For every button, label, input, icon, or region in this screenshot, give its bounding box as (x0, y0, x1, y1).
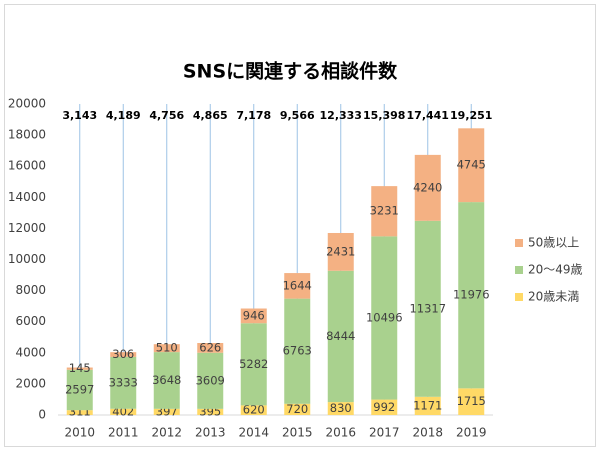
legend-label: 20歳未満 (528, 290, 579, 304)
data-label: 830 (330, 401, 352, 415)
data-label: 145 (69, 361, 91, 375)
legend-swatch (515, 239, 523, 247)
x-tick-label: 2010 (64, 426, 95, 440)
data-label: 510 (156, 341, 178, 355)
data-label: 1171 (413, 398, 442, 412)
bar-segment (66, 369, 93, 411)
bar-segment (414, 154, 441, 221)
x-tick-label: 2012 (151, 426, 182, 440)
data-label: 2597 (65, 382, 94, 396)
legend-swatch (515, 266, 523, 274)
bar-segment (284, 298, 311, 404)
data-label: 3648 (152, 373, 181, 387)
bar-segment (327, 402, 354, 415)
bar-segment (197, 408, 224, 415)
x-tick-label: 2014 (238, 426, 269, 440)
x-tick-label: 2015 (282, 426, 313, 440)
data-label: 10496 (366, 310, 403, 324)
total-label: 4,189 (106, 109, 141, 122)
bar-segment (197, 343, 224, 353)
x-tick-label: 2016 (325, 426, 356, 440)
y-tick-label: 18000 (8, 128, 46, 142)
bar-segment (458, 128, 485, 203)
bar-segment (66, 410, 93, 415)
bar-segment (414, 396, 441, 415)
bar-segment (327, 232, 354, 271)
bar-segment (240, 308, 267, 324)
total-label: 9,566 (280, 109, 315, 122)
total-label: 7,178 (236, 109, 271, 122)
bar-segment (414, 220, 441, 397)
bar-segment (110, 408, 137, 415)
y-tick-label: 20000 (8, 97, 46, 111)
total-label: 17,441 (407, 109, 449, 122)
y-tick-label: 6000 (15, 314, 46, 328)
total-label: 15,398 (363, 109, 405, 122)
total-label: 3,143 (62, 109, 97, 122)
data-label: 8444 (326, 329, 355, 343)
data-label: 306 (112, 347, 134, 361)
bar-segment (197, 352, 224, 409)
bar-segment (458, 202, 485, 389)
data-label: 11317 (409, 301, 446, 315)
data-label: 3333 (109, 375, 138, 389)
bar-segment (371, 399, 398, 415)
x-tick-label: 2019 (456, 426, 487, 440)
data-label: 2431 (326, 244, 355, 258)
data-label: 3231 (370, 204, 399, 218)
bar-segment (240, 405, 267, 415)
total-label: 12,333 (320, 109, 362, 122)
data-label: 1715 (457, 394, 486, 408)
legend-label: 20〜49歳 (528, 263, 583, 277)
bar-segment (153, 352, 180, 409)
data-label: 720 (286, 402, 308, 416)
total-label: 4,756 (149, 109, 184, 122)
bar-segment (371, 236, 398, 400)
data-label: 6763 (283, 344, 312, 358)
bar-segment (284, 273, 311, 299)
x-tick-label: 2011 (108, 426, 139, 440)
bar-segment (110, 356, 137, 409)
bar-segment (110, 352, 137, 357)
data-label: 1644 (283, 278, 312, 292)
data-label: 11976 (453, 288, 490, 302)
chart-title: SNSに関連する相談件数 (183, 60, 398, 83)
y-tick-label: 10000 (8, 252, 46, 266)
legend-label: 50歳以上 (528, 236, 579, 250)
data-label: 626 (199, 340, 221, 354)
bar-segment (240, 323, 267, 406)
x-tick-label: 2018 (412, 426, 443, 440)
bar-segment (327, 270, 354, 403)
y-tick-label: 8000 (15, 283, 46, 297)
x-tick-label: 2017 (369, 426, 400, 440)
total-label: 19,251 (450, 109, 492, 122)
data-label: 4240 (413, 180, 442, 194)
data-label: 3609 (196, 373, 225, 387)
bar-segment (153, 408, 180, 415)
bar-segment (66, 367, 93, 370)
y-tick-label: 2000 (15, 376, 46, 390)
data-label: 5282 (239, 357, 268, 371)
bar-segment (371, 186, 398, 237)
x-tick-label: 2013 (195, 426, 226, 440)
data-label: 946 (243, 308, 265, 322)
data-label: 992 (373, 400, 395, 414)
y-tick-label: 0 (38, 408, 46, 422)
total-label: 4,865 (193, 109, 228, 122)
data-label: 4745 (457, 158, 486, 172)
bar-segment (284, 403, 311, 415)
legend-swatch (515, 293, 523, 301)
y-tick-label: 14000 (8, 190, 46, 204)
y-tick-label: 16000 (8, 159, 46, 173)
data-label: 620 (243, 403, 265, 417)
bar-segment (153, 344, 180, 353)
y-tick-label: 12000 (8, 221, 46, 235)
y-tick-label: 4000 (15, 345, 46, 359)
bar-segment (458, 388, 485, 415)
